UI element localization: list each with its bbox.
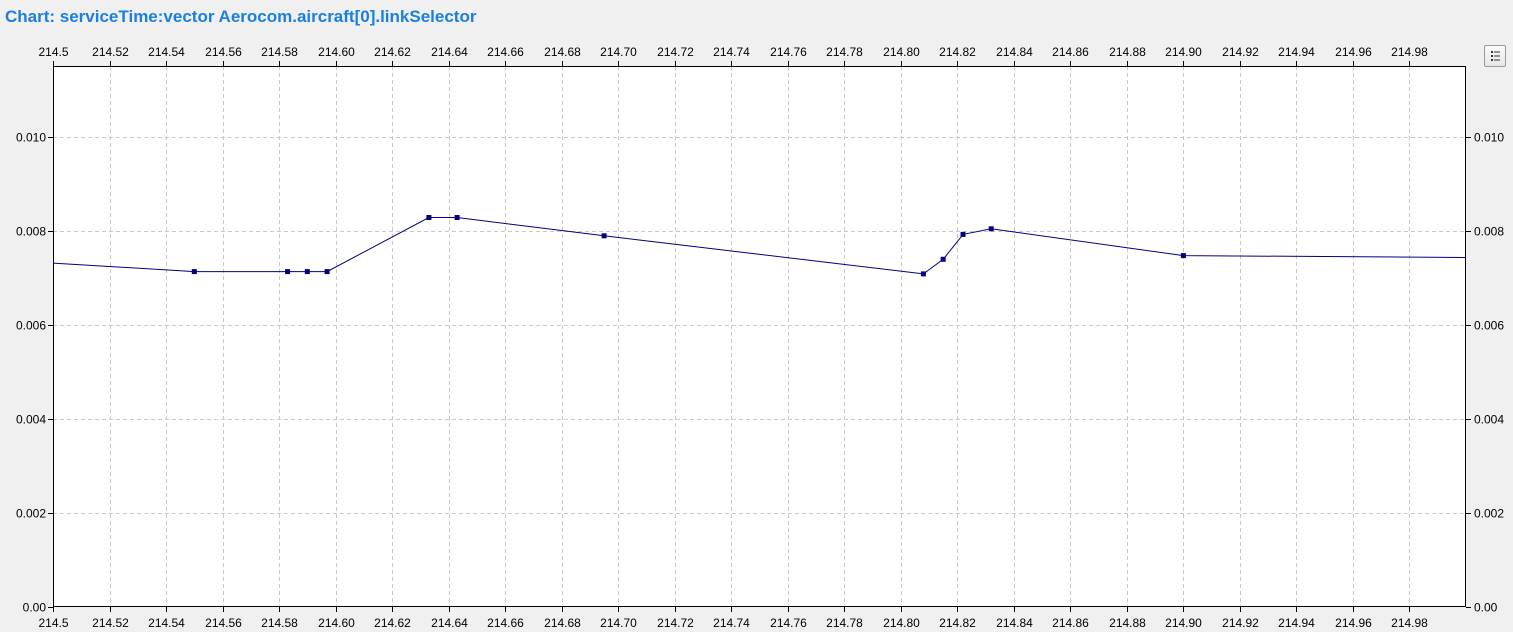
list-icon	[1491, 51, 1500, 61]
x-tick-label-bottom: 214.74	[713, 616, 750, 630]
x-tick-label-top: 214.74	[713, 45, 750, 59]
x-tick-label-top: 214.76	[770, 45, 807, 59]
x-tick-label-top: 214.56	[205, 45, 242, 59]
series-line	[52, 217, 1467, 275]
x-tick-label-bottom: 214.78	[826, 616, 863, 630]
x-tick-label-bottom: 214.92	[1222, 616, 1259, 630]
x-tick-label-top: 214.96	[1335, 45, 1372, 59]
x-tick-label-top: 214.52	[92, 45, 129, 59]
series-layer	[52, 215, 1467, 277]
data-point	[426, 215, 432, 220]
y-tick-label-right: 0.008	[1474, 225, 1504, 239]
y-tick-label-right: 0.004	[1474, 413, 1504, 427]
data-point	[920, 271, 926, 277]
x-tick-label-bottom: 214.88	[1109, 616, 1146, 630]
data-point	[285, 269, 291, 275]
y-tick-label-left: 0.010	[16, 131, 46, 145]
x-tick-label-bottom: 214.76	[770, 616, 807, 630]
y-tick-label-right: 0.00	[1474, 601, 1498, 615]
x-tick-label-bottom: 214.82	[939, 616, 976, 630]
x-tick-label-top: 214.82	[939, 45, 976, 59]
plot-frame	[53, 66, 1466, 607]
x-tick-label-bottom: 214.52	[92, 616, 129, 630]
x-tick-label-bottom: 214.56	[205, 616, 242, 630]
data-point	[454, 215, 460, 220]
x-tick-label-top: 214.88	[1109, 45, 1146, 59]
x-tick-label-top: 214.66	[487, 45, 524, 59]
x-tick-label-top: 214.78	[826, 45, 863, 59]
x-tick-label-top: 214.84	[996, 45, 1033, 59]
data-point	[988, 226, 994, 232]
data-point	[940, 256, 946, 262]
x-tick-label-top: 214.5	[38, 45, 68, 59]
x-tick-label-top: 214.54	[148, 45, 185, 59]
x-tick-label-bottom: 214.84	[996, 616, 1033, 630]
x-tick-label-top: 214.58	[261, 45, 298, 59]
x-tick-label-bottom: 214.70	[600, 616, 637, 630]
x-tick-label-top: 214.60	[318, 45, 355, 59]
x-tick-label-top: 214.68	[544, 45, 581, 59]
x-tick-label-bottom: 214.58	[261, 616, 298, 630]
x-tick-label-bottom: 214.54	[148, 616, 185, 630]
x-tick-label-bottom: 214.66	[487, 616, 524, 630]
x-tick-label-bottom: 214.80	[883, 616, 920, 630]
x-tick-label-bottom: 214.60	[318, 616, 355, 630]
plot-area	[53, 66, 1466, 607]
x-tick-label-top: 214.90	[1165, 45, 1202, 59]
x-tick-label-top: 214.86	[1052, 45, 1089, 59]
x-tick-label-bottom: 214.5	[38, 616, 68, 630]
y-tick-label-left: 0.008	[16, 225, 46, 239]
x-tick-label-top: 214.94	[1278, 45, 1315, 59]
data-point	[324, 269, 330, 275]
x-tick-label-top: 214.92	[1222, 45, 1259, 59]
x-tick-label-bottom: 214.86	[1052, 616, 1089, 630]
x-tick-label-top: 214.62	[374, 45, 411, 59]
y-tick-label-right: 0.002	[1474, 507, 1504, 521]
x-tick-label-bottom: 214.90	[1165, 616, 1202, 630]
x-tick-label-top: 214.72	[657, 45, 694, 59]
x-tick-label-bottom: 214.64	[431, 616, 468, 630]
y-tick-label-right: 0.010	[1474, 131, 1504, 145]
x-tick-label-top: 214.70	[600, 45, 637, 59]
y-tick-label-left: 0.002	[16, 507, 46, 521]
y-tick-label-left: 0.004	[16, 413, 46, 427]
legend-toggle-button[interactable]	[1484, 45, 1506, 67]
x-tick-label-top: 214.64	[431, 45, 468, 59]
data-point	[1180, 253, 1186, 259]
x-tick-label-bottom: 214.98	[1391, 616, 1428, 630]
data-point	[601, 233, 607, 239]
data-point	[960, 231, 966, 237]
axes	[48, 61, 1471, 612]
x-tick-label-top: 214.80	[883, 45, 920, 59]
y-tick-label-right: 0.006	[1474, 319, 1504, 333]
x-tick-label-bottom: 214.62	[374, 616, 411, 630]
x-tick-label-top: 214.98	[1391, 45, 1428, 59]
y-tick-label-left: 0.00	[23, 601, 47, 615]
chart-title: Chart: serviceTime:vector Aerocom.aircra…	[5, 7, 477, 26]
x-tick-label-bottom: 214.68	[544, 616, 581, 630]
grid-lines	[53, 66, 1466, 607]
x-tick-label-bottom: 214.94	[1278, 616, 1315, 630]
data-point	[191, 269, 197, 275]
x-tick-label-bottom: 214.72	[657, 616, 694, 630]
data-point	[304, 269, 310, 275]
tick-labels: 214.5 214.5 214.52 214.52 214.54 214.54 214.56…	[16, 45, 1504, 630]
x-tick-label-bottom: 214.96	[1335, 616, 1372, 630]
y-tick-label-left: 0.006	[16, 319, 46, 333]
